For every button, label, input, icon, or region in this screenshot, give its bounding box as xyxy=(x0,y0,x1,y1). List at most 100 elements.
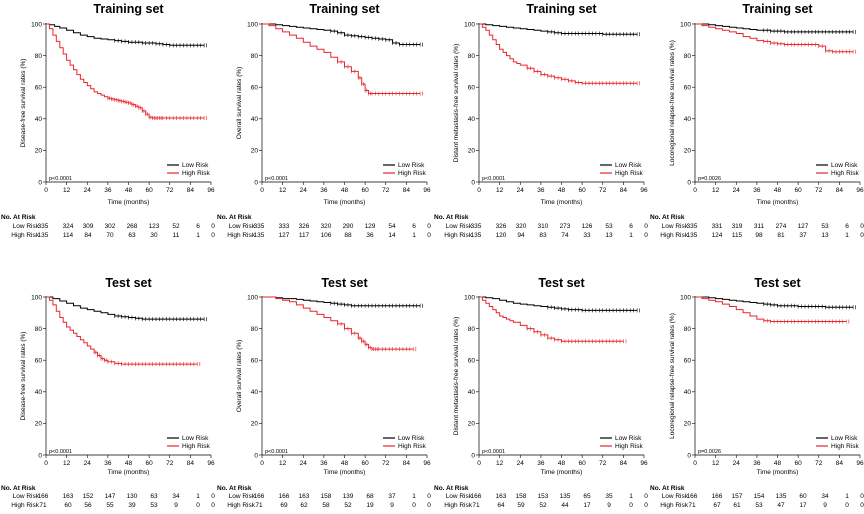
risk-count: 0 xyxy=(860,223,864,230)
risk-count: 127 xyxy=(279,232,290,239)
risk-count: 54 xyxy=(388,223,396,230)
risk-count: 56 xyxy=(84,502,92,509)
risk-count: 0 xyxy=(412,502,416,509)
y-tick-label: 40 xyxy=(684,389,692,396)
y-tick-label: 0 xyxy=(38,452,42,459)
x-tick-label: 48 xyxy=(341,187,349,194)
risk-count: 19 xyxy=(366,502,374,509)
x-tick-label: 60 xyxy=(146,187,154,194)
risk-count: 55 xyxy=(106,502,114,509)
risk-count: 135 xyxy=(471,232,482,239)
x-tick-label: 84 xyxy=(836,187,844,194)
risk-count: 11 xyxy=(173,232,180,239)
legend-label: Low Risk xyxy=(831,162,858,169)
risk-count: 319 xyxy=(732,223,743,230)
risk-count: 33 xyxy=(583,232,591,239)
y-axis-label: Overall survival rates (%) xyxy=(236,340,243,413)
y-tick-label: 80 xyxy=(251,53,259,60)
chart-title: Test set xyxy=(754,276,801,290)
y-tick-label: 60 xyxy=(468,358,476,365)
y-tick-label: 40 xyxy=(251,389,259,396)
risk-count: 63 xyxy=(128,232,136,239)
risk-count: 0 xyxy=(860,232,864,239)
risk-count: 53 xyxy=(755,502,763,509)
risk-count: 83 xyxy=(539,232,547,239)
y-tick-label: 80 xyxy=(35,326,43,333)
risk-table-header: No. At Risk xyxy=(1,485,36,492)
x-tick-label: 72 xyxy=(815,187,823,194)
x-tick-label: 96 xyxy=(856,187,864,194)
y-tick-label: 60 xyxy=(35,358,43,365)
risk-count: 123 xyxy=(149,223,160,230)
y-tick-label: 40 xyxy=(468,389,476,396)
risk-row-label: High Risk xyxy=(660,232,689,239)
risk-row-label: High Risk xyxy=(11,502,40,509)
chart-title: Test set xyxy=(105,276,152,290)
x-tick-label: 12 xyxy=(496,187,504,194)
y-tick-label: 100 xyxy=(31,294,42,301)
x-tick-label: 60 xyxy=(579,187,587,194)
y-tick-label: 100 xyxy=(31,21,42,28)
survival-curve-high-risk xyxy=(695,23,854,53)
risk-row-label: High Risk xyxy=(227,232,256,239)
risk-count: 63 xyxy=(150,493,158,500)
x-tick-label: 12 xyxy=(279,460,287,467)
y-tick-label: 0 xyxy=(471,179,475,186)
risk-count: 326 xyxy=(496,223,507,230)
chart-title: Test set xyxy=(538,276,585,290)
y-axis-label: Disease-free survival rates (%) xyxy=(20,332,27,421)
risk-count: 58 xyxy=(322,502,330,509)
x-tick-label: 96 xyxy=(207,460,215,467)
risk-count: 135 xyxy=(560,493,571,500)
x-tick-label: 0 xyxy=(260,460,264,467)
legend-label: High Risk xyxy=(615,170,644,177)
x-tick-label: 84 xyxy=(403,460,411,467)
risk-count: 53 xyxy=(821,223,829,230)
x-tick-label: 96 xyxy=(423,187,431,194)
risk-count: 127 xyxy=(798,223,809,230)
x-tick-label: 24 xyxy=(517,187,525,194)
risk-row-label: High Risk xyxy=(227,502,256,509)
risk-count: 273 xyxy=(560,223,571,230)
risk-count: 13 xyxy=(605,232,613,239)
y-tick-label: 60 xyxy=(251,358,259,365)
risk-count: 335 xyxy=(254,223,265,230)
y-tick-label: 80 xyxy=(35,53,43,60)
x-tick-label: 36 xyxy=(320,187,328,194)
risk-row-label: Low Risk xyxy=(662,223,689,230)
risk-row-label: Low Risk xyxy=(229,223,256,230)
x-tick-label: 48 xyxy=(558,187,566,194)
y-tick-label: 20 xyxy=(684,421,692,428)
x-tick-label: 36 xyxy=(537,187,545,194)
y-tick-label: 60 xyxy=(684,85,692,92)
x-tick-label: 36 xyxy=(537,460,545,467)
risk-count: 30 xyxy=(150,232,158,239)
survival-curve-low-risk xyxy=(46,23,205,46)
risk-count: 71 xyxy=(39,502,47,509)
p-value-label: p=0.0026 xyxy=(698,449,721,455)
risk-count: 166 xyxy=(471,493,482,500)
risk-count: 157 xyxy=(732,493,743,500)
risk-count: 69 xyxy=(280,502,288,509)
x-tick-label: 72 xyxy=(382,187,390,194)
x-tick-label: 60 xyxy=(579,460,587,467)
y-tick-label: 100 xyxy=(680,21,691,28)
risk-count: 44 xyxy=(561,502,569,509)
x-tick-label: 0 xyxy=(693,460,697,467)
x-tick-label: 96 xyxy=(640,460,648,467)
risk-count: 88 xyxy=(344,232,352,239)
risk-count: 320 xyxy=(321,223,332,230)
x-tick-label: 84 xyxy=(836,460,844,467)
risk-count: 139 xyxy=(343,493,354,500)
x-axis-label: Time (months) xyxy=(324,469,366,476)
risk-count: 0 xyxy=(860,493,864,500)
risk-count: 0 xyxy=(427,223,431,230)
x-tick-label: 72 xyxy=(382,460,390,467)
x-tick-label: 60 xyxy=(146,460,154,467)
risk-count: 130 xyxy=(127,493,138,500)
p-value-label: p=0.0026 xyxy=(698,176,721,182)
risk-count: 52 xyxy=(172,223,180,230)
